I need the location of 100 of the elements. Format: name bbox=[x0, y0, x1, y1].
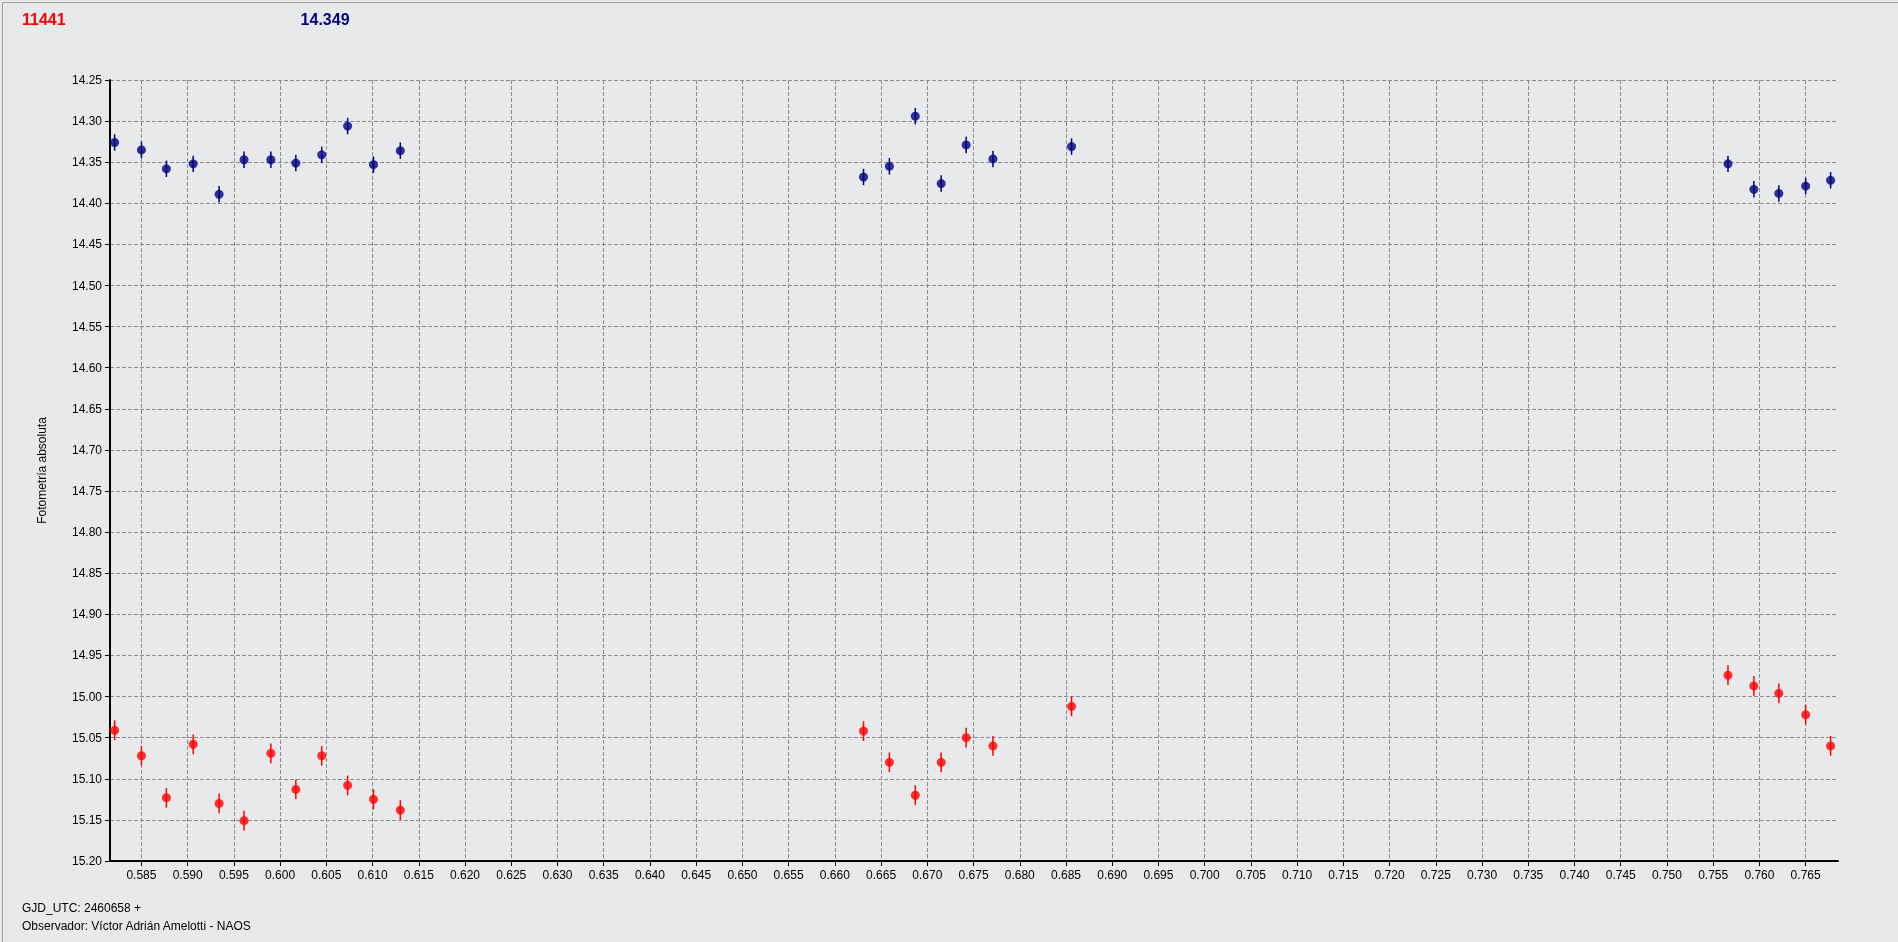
x-tick-label: 0.680 bbox=[1004, 868, 1036, 882]
x-tick-label: 0.760 bbox=[1744, 868, 1775, 882]
x-tick-label: 0.745 bbox=[1605, 868, 1637, 882]
x-tick-label: 0.690 bbox=[1097, 868, 1128, 882]
point bbox=[343, 121, 353, 131]
x-tick-label: 0.630 bbox=[542, 868, 573, 882]
point bbox=[859, 172, 869, 182]
point bbox=[291, 784, 301, 794]
y-tick-label: 14.50 bbox=[71, 278, 103, 293]
point bbox=[161, 793, 171, 803]
x-tick-label: 0.635 bbox=[588, 868, 620, 882]
point bbox=[266, 155, 276, 165]
y-tick-label: 14.35 bbox=[71, 155, 103, 170]
point bbox=[884, 757, 894, 767]
x-tick-label: 0.610 bbox=[357, 868, 388, 882]
y-tick-label: 15.10 bbox=[71, 771, 103, 786]
x-tick-label: 0.620 bbox=[450, 868, 481, 882]
x-tick-label: 0.765 bbox=[1790, 868, 1821, 882]
point bbox=[1826, 175, 1836, 185]
point bbox=[1774, 688, 1784, 698]
point bbox=[291, 158, 301, 168]
x-tick-label: 0.675 bbox=[958, 868, 989, 882]
point bbox=[936, 757, 946, 767]
x-tick-label: 0.600 bbox=[265, 868, 296, 882]
x-tick-label: 0.590 bbox=[172, 868, 203, 882]
x-tick-label: 0.725 bbox=[1420, 868, 1452, 882]
x-tick-label: 0.670 bbox=[912, 868, 943, 882]
x-tick-label: 0.650 bbox=[727, 868, 758, 882]
text: 11441 bbox=[22, 10, 66, 28]
point bbox=[395, 146, 405, 156]
y-tick-label: 14.65 bbox=[71, 401, 103, 416]
point bbox=[136, 145, 146, 155]
x-tick-label: 0.755 bbox=[1698, 868, 1729, 882]
x-tick-label: 0.695 bbox=[1143, 868, 1174, 882]
y-tick-label: 14.75 bbox=[71, 484, 103, 499]
y-tick-label: 14.70 bbox=[71, 442, 103, 457]
x-tick-label: 0.655 bbox=[773, 868, 804, 882]
point bbox=[369, 160, 378, 170]
point bbox=[188, 739, 198, 749]
x-tick-label: 0.730 bbox=[1467, 868, 1498, 882]
x-tick-label: 0.585 bbox=[126, 868, 157, 882]
point bbox=[936, 179, 946, 189]
x-tick-label: 0.595 bbox=[218, 868, 250, 882]
point bbox=[1723, 670, 1733, 680]
y-tick-label: 15.00 bbox=[71, 689, 103, 704]
point bbox=[369, 794, 378, 804]
point bbox=[1826, 741, 1836, 751]
point bbox=[110, 137, 120, 147]
point bbox=[1749, 184, 1759, 194]
point bbox=[1801, 181, 1811, 191]
y-tick-label: 14.30 bbox=[71, 114, 103, 129]
y-tick-label: 14.40 bbox=[71, 196, 103, 211]
y-tick-label: 14.95 bbox=[71, 648, 103, 663]
point bbox=[988, 741, 998, 751]
point bbox=[884, 161, 894, 171]
point bbox=[1801, 710, 1811, 720]
x-tick-label: 0.700 bbox=[1189, 868, 1221, 882]
point bbox=[188, 159, 198, 169]
x-tick-label: 0.665 bbox=[866, 868, 897, 882]
text: GJD_UTC: 2460658 + bbox=[22, 901, 142, 915]
x-tick-label: 0.740 bbox=[1559, 868, 1590, 882]
point bbox=[1749, 681, 1759, 691]
point bbox=[988, 154, 998, 164]
y-tick-label: 14.60 bbox=[71, 360, 103, 375]
point bbox=[1774, 188, 1784, 198]
point bbox=[266, 748, 276, 758]
point bbox=[214, 189, 224, 199]
point bbox=[136, 751, 146, 761]
point bbox=[859, 726, 869, 736]
point bbox=[343, 780, 353, 790]
x-tick-label: 0.660 bbox=[819, 868, 851, 882]
text: Observador: Víctor Adrián Amelotti - NAOS bbox=[22, 919, 251, 933]
y-tick-label: 14.45 bbox=[71, 237, 103, 252]
point bbox=[214, 798, 224, 808]
x-tick-label: 0.705 bbox=[1235, 868, 1267, 882]
y-tick-label: 15.20 bbox=[71, 854, 103, 868]
x-tick-label: 0.625 bbox=[496, 868, 527, 882]
point bbox=[161, 164, 171, 174]
x-tick-label: 0.640 bbox=[634, 868, 666, 882]
point bbox=[910, 790, 920, 800]
point bbox=[317, 150, 327, 160]
point bbox=[910, 111, 920, 121]
x-tick-label: 0.605 bbox=[311, 868, 342, 882]
y-tick-label: 14.85 bbox=[71, 566, 103, 581]
point bbox=[239, 155, 249, 165]
y-tick-label: 14.55 bbox=[71, 319, 103, 334]
y-axis-title: Fotometría absoluta bbox=[35, 416, 49, 524]
x-tick-label: 0.645 bbox=[681, 868, 712, 882]
y-tick-label: 14.25 bbox=[71, 73, 103, 87]
x-tick-label: 0.715 bbox=[1328, 868, 1359, 882]
x-tick-label: 0.720 bbox=[1374, 868, 1405, 882]
x-tick-label: 0.710 bbox=[1282, 868, 1313, 882]
point bbox=[1723, 159, 1733, 169]
x-tick-label: 0.735 bbox=[1513, 868, 1544, 882]
point bbox=[110, 725, 120, 735]
x-tick-label: 0.685 bbox=[1050, 868, 1082, 882]
text: 14.349 bbox=[300, 10, 350, 28]
y-tick-label: 14.90 bbox=[71, 607, 103, 622]
y-tick-label: 15.15 bbox=[71, 812, 103, 827]
point bbox=[317, 751, 327, 761]
